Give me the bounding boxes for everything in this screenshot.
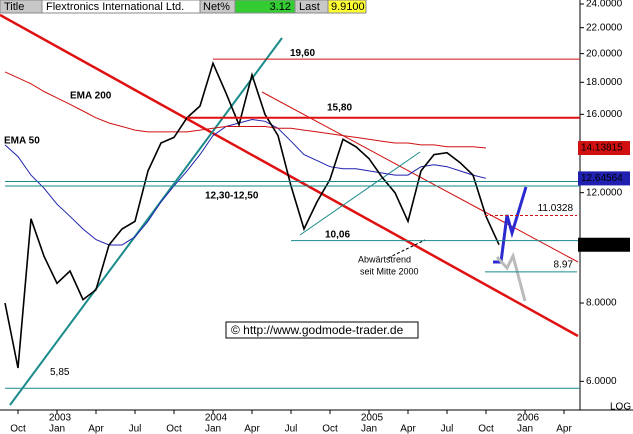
price-label-box xyxy=(578,141,630,156)
level-label: 15,80 xyxy=(327,102,352,113)
price-label: 9.9100 xyxy=(581,239,612,250)
price-label: 8.97 xyxy=(554,260,574,271)
level-label: 5,85 xyxy=(50,367,70,378)
x-year-label: 2004 xyxy=(205,413,228,424)
x-tick-label: Jul xyxy=(129,424,142,434)
y-tick-label: 6.0000 xyxy=(586,376,617,387)
x-tick-label: Jul xyxy=(285,424,298,434)
price-label: 14.13815 xyxy=(581,143,623,154)
annotation: Abwärtstrend xyxy=(358,254,411,264)
x-tick-label: Jul xyxy=(441,424,454,434)
header-title: Title xyxy=(4,1,24,13)
y-tick-label: 12.0000 xyxy=(586,187,623,198)
scale-label: LOG xyxy=(610,402,631,413)
header-last-value: 9.9100 xyxy=(331,1,365,13)
y-tick-label: 24.0000 xyxy=(586,0,623,10)
y-tick-label: 18.0000 xyxy=(586,77,623,88)
uptrend-line xyxy=(9,37,283,406)
ema-line xyxy=(4,118,487,246)
series-label: EMA 200 xyxy=(70,91,112,102)
x-tick-label: Jan xyxy=(205,424,221,434)
x-tick-label: Apr xyxy=(556,424,572,434)
header-net-value: 3.12 xyxy=(270,1,291,13)
x-tick-label: Apr xyxy=(88,424,104,434)
header-name: Flextronics International Ltd. xyxy=(46,1,184,13)
x-tick-label: Jan xyxy=(361,424,377,434)
copyright: © http://www.godmode-trader.de xyxy=(231,323,404,337)
header-net-label: Net% xyxy=(203,1,230,13)
x-tick-label: Oct xyxy=(166,424,182,434)
header-cell xyxy=(327,0,367,14)
price-label-box xyxy=(578,171,630,186)
note-pointer xyxy=(387,239,426,259)
x-tick-label: Oct xyxy=(10,424,26,434)
y-tick-label: 22.0000 xyxy=(586,22,623,33)
price-label-box xyxy=(578,237,630,252)
level-label: 19,60 xyxy=(290,48,315,59)
forecast-up xyxy=(493,186,528,264)
series-label: EMA 50 xyxy=(4,136,40,147)
x-tick-label: Apr xyxy=(244,424,260,434)
price-label: 11.0328 xyxy=(538,203,574,214)
copyright-box xyxy=(225,321,419,339)
x-tick-label: Oct xyxy=(478,424,494,434)
header-last-label: Last xyxy=(299,1,320,13)
x-year-label: 2003 xyxy=(49,413,72,424)
x-tick-label: Oct xyxy=(322,424,338,434)
y-tick-label: 8.0000 xyxy=(586,298,617,309)
header: Title Flextronics International Ltd. Net… xyxy=(0,0,367,14)
support-line xyxy=(299,151,421,236)
x-year-label: 2006 xyxy=(517,413,540,424)
x-tick-label: Jan xyxy=(49,424,65,434)
x-tick-label: Apr xyxy=(400,424,416,434)
y-tick-label: 20.0000 xyxy=(586,48,623,59)
level-label: 12,30-12,50 xyxy=(205,191,259,202)
x-tick-label: Jan xyxy=(517,424,533,434)
level-label: 10,06 xyxy=(325,229,350,240)
forecast-down xyxy=(495,251,527,302)
price-label: 12.64564 xyxy=(581,173,623,184)
ema-line xyxy=(4,71,487,149)
price-line xyxy=(4,60,500,369)
y-tick-label: 16.0000 xyxy=(586,109,623,120)
x-year-label: 2005 xyxy=(361,413,384,424)
annotation: seit Mitte 2000 xyxy=(360,266,419,276)
